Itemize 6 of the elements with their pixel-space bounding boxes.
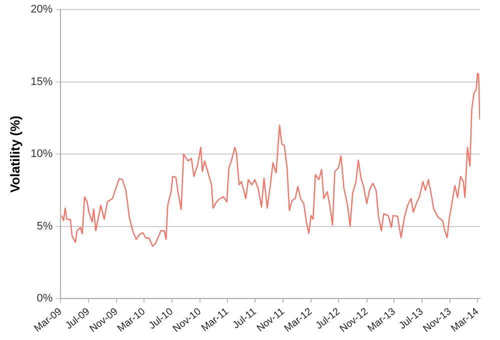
y-axis-title: Volatility (%) (7, 116, 22, 193)
y-tick-label: 5% (36, 220, 53, 232)
y-tick-label: 10% (30, 148, 53, 160)
y-tick-label: 0% (36, 292, 53, 305)
y-tick-label: 15% (30, 76, 53, 88)
y-tick-label: 20% (30, 4, 53, 16)
